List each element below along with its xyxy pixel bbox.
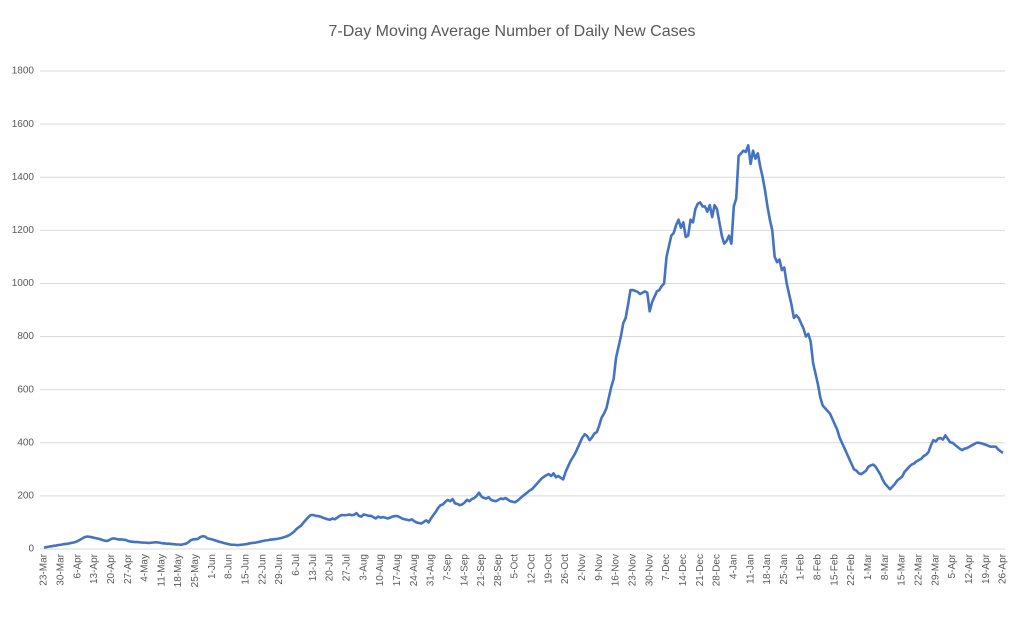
x-tick-label: 27-Jul [341, 554, 352, 581]
x-tick-label: 15-Feb [829, 554, 840, 586]
x-tick-label: 7-Sep [442, 554, 453, 581]
x-tick-label: 28-Sep [493, 554, 504, 587]
data-line [43, 144, 1004, 549]
y-tick-label: 200 [17, 491, 34, 502]
x-tick-label: 15-Mar [897, 553, 908, 585]
x-tick-label: 22-Mar [914, 553, 925, 585]
x-tick-label: 9-Nov [594, 554, 605, 581]
x-tick-label: 5-Apr [947, 553, 958, 578]
x-tick-label: 12-Oct [527, 554, 538, 584]
x-tick-label: 26-Oct [560, 554, 571, 584]
x-tick-label: 21-Sep [476, 554, 487, 587]
x-tick-label: 8-Mar [880, 553, 891, 580]
y-tick-label: 1000 [12, 278, 35, 289]
x-tick-label: 21-Dec [695, 554, 706, 586]
x-tick-label: 1-Mar [863, 553, 874, 580]
x-tick-label: 13-Jul [308, 554, 319, 581]
x-tick-label: 4-Jan [728, 554, 739, 579]
x-tick-label: 7-Dec [661, 554, 672, 581]
x-tick-label: 8-Jun [224, 554, 235, 579]
x-tick-label: 25-May [190, 554, 201, 587]
x-tick-label: 13-Apr [89, 553, 100, 584]
x-tick-label: 1-Jun [207, 554, 218, 579]
x-tick-label: 26-Apr [998, 553, 1009, 584]
y-tick-label: 1800 [12, 66, 35, 77]
y-tick-label: 1200 [12, 225, 35, 236]
x-tick-label: 30-Mar [55, 553, 66, 585]
x-tick-label: 8-Feb [813, 554, 824, 581]
x-tick-label: 25-Jan [779, 554, 790, 585]
x-tick-label: 1-Feb [796, 554, 807, 581]
x-tick-label: 11-Jan [745, 554, 756, 584]
x-tick-label: 28-Dec [712, 554, 723, 586]
x-tick-label: 24-Aug [409, 554, 420, 586]
x-tick-label: 18-May [173, 554, 184, 587]
x-tick-label: 14-Sep [459, 554, 470, 587]
x-tick-label: 6-Jul [291, 554, 302, 576]
x-tick-label: 17-Aug [392, 554, 403, 586]
chart-title: 7-Day Moving Average Number of Daily New… [329, 23, 696, 40]
y-tick-label: 1400 [12, 172, 35, 183]
x-tick-label: 2-Nov [577, 554, 588, 581]
x-tick-label: 29-Mar [930, 553, 941, 585]
x-tick-label: 15-Jun [241, 554, 252, 585]
x-tick-label: 29-Jun [274, 554, 285, 585]
x-tick-label: 12-Apr [964, 553, 975, 584]
y-tick-label: 0 [28, 544, 34, 555]
y-tick-label: 800 [17, 331, 34, 342]
y-tick-label: 1600 [12, 119, 35, 130]
x-tick-label: 10-Aug [375, 554, 386, 586]
x-tick-label: 30-Nov [644, 554, 655, 586]
x-tick-label: 11-May [156, 554, 167, 587]
x-tick-label: 18-Jan [762, 554, 773, 585]
x-tick-label: 3-Aug [358, 554, 369, 581]
x-tick-label: 6-Apr [72, 553, 83, 578]
x-tick-label: 27-Apr [123, 553, 134, 584]
y-tick-label: 600 [17, 384, 34, 395]
x-tick-label: 20-Jul [325, 554, 336, 581]
x-tick-label: 14-Dec [678, 554, 689, 586]
x-tick-label: 16-Nov [611, 554, 622, 586]
x-tick-label: 22-Jun [257, 554, 268, 585]
x-tick-label: 4-May [140, 554, 151, 582]
x-tick-label: 20-Apr [106, 553, 117, 584]
x-tick-label: 19-Apr [981, 553, 992, 584]
x-tick-label: 31-Aug [426, 554, 437, 586]
x-tick-label: 23-Mar [39, 553, 50, 585]
x-tick-label: 5-Oct [510, 554, 521, 579]
x-tick-label: 19-Oct [543, 554, 554, 584]
y-tick-label: 400 [17, 437, 34, 448]
x-tick-label: 22-Feb [846, 554, 857, 586]
x-tick-label: 23-Nov [628, 554, 639, 586]
